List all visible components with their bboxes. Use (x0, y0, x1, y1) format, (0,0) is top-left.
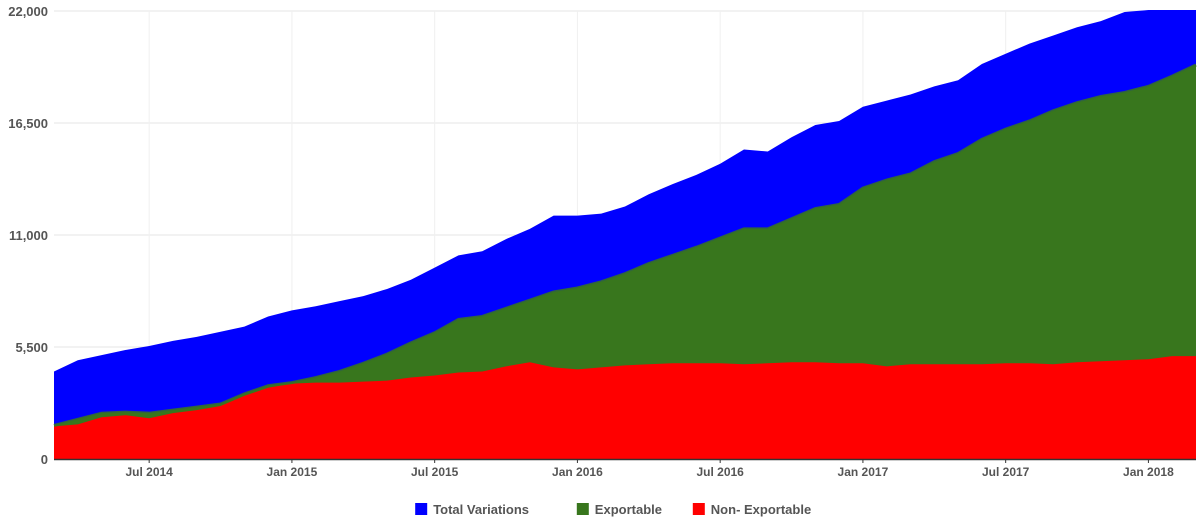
x-tick-label: Jan 2018 (1123, 465, 1174, 479)
line-exportable (53, 63, 1197, 427)
y-tick-label: 22,000 (8, 4, 48, 19)
y-axis-ticks: 0 5,500 11,000 16,500 22,000 (8, 4, 48, 467)
x-tick-label: Jan 2015 (267, 465, 318, 479)
area-series (53, 9, 1197, 460)
x-tick-label: Jul 2017 (982, 465, 1030, 479)
legend[interactable]: Total Variations Exportable Non- Exportabl… (415, 502, 811, 517)
y-tick-label: 16,500 (8, 116, 48, 131)
area-non-exportable (54, 356, 1196, 459)
legend-label: Non- Exportable (711, 502, 811, 517)
legend-label: Exportable (595, 502, 662, 517)
y-tick-label: 0 (41, 452, 48, 467)
legend-swatch (576, 503, 589, 515)
x-tick-label: Jan 2016 (552, 465, 603, 479)
legend-swatch (692, 503, 705, 515)
x-tick-label: Jul 2016 (696, 465, 744, 479)
legend-label: Total Variations (433, 502, 529, 517)
legend-item-non-exportable[interactable]: Non- Exportable (692, 502, 811, 517)
x-tick-label: Jul 2014 (125, 465, 173, 479)
x-tick-label: Jan 2017 (838, 465, 889, 479)
y-tick-label: 5,500 (15, 340, 48, 355)
legend-swatch (415, 503, 428, 515)
x-axis-ticks: Jul 2014 Jan 2015 Jul 2015 Jan 2016 Jul 2016… (125, 459, 1174, 479)
x-tick-label: Jul 2015 (411, 465, 459, 479)
area-exportable (54, 64, 1196, 460)
legend-item-total-variations[interactable]: Total Variations (415, 502, 529, 517)
y-tick-label: 11,000 (9, 228, 48, 243)
legend-item-exportable[interactable]: Exportable (576, 502, 662, 517)
